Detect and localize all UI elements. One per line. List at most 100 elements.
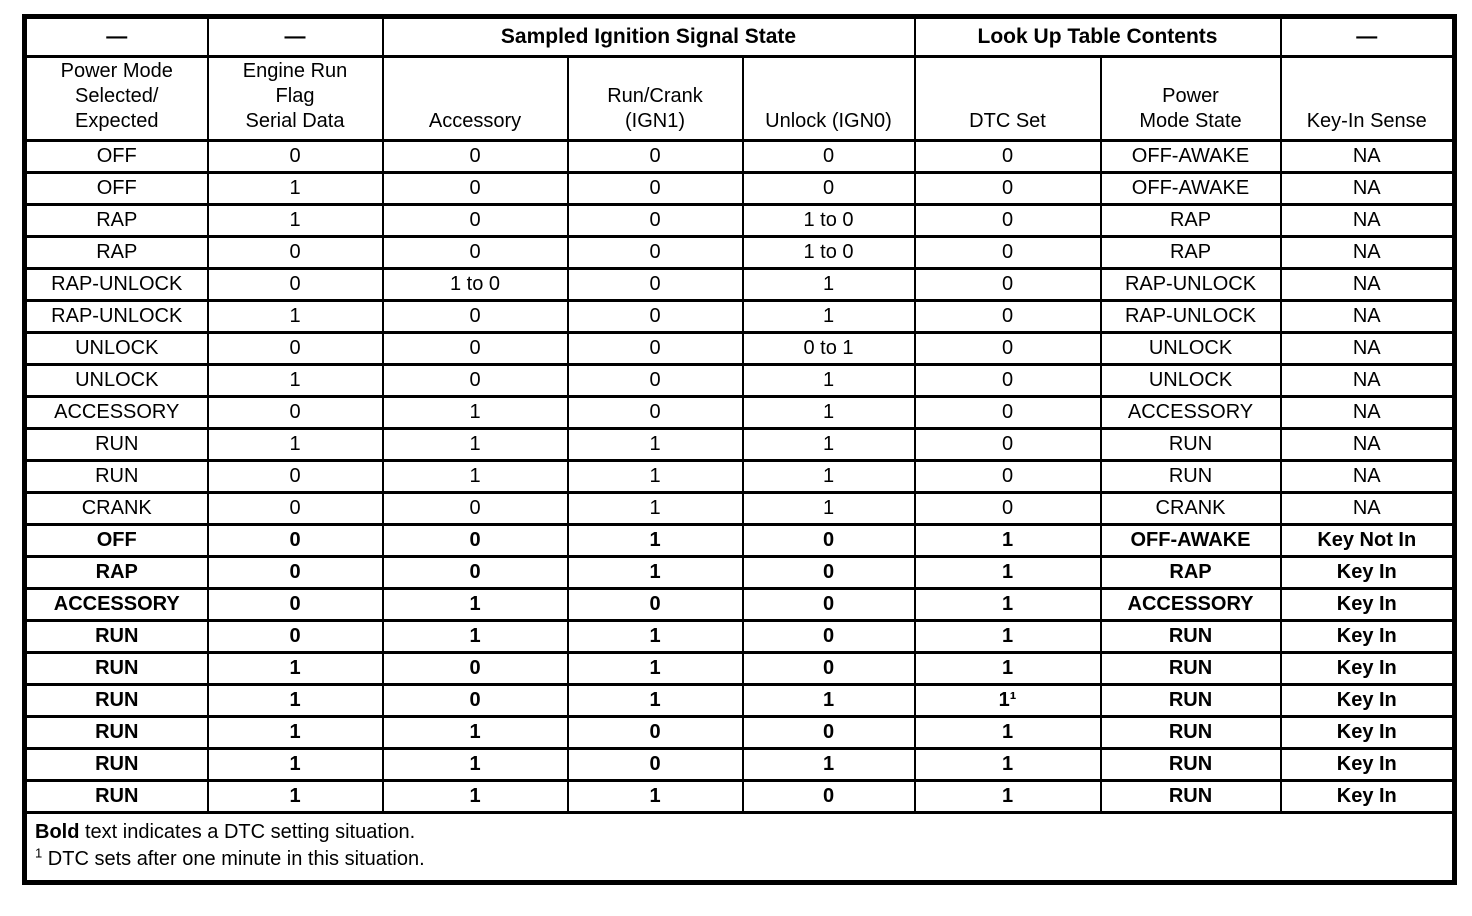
table-cell: 1 [381,715,569,750]
table-cell: 1 [913,747,1102,782]
table-row: RUN 1 1 1 0 1 RUN Key In [23,779,1456,814]
power-mode-table: — — Sampled Ignition Signal State Look U… [22,14,1458,885]
table-cell: 1 [381,587,569,622]
table-cell: 1 [741,299,916,334]
table-cell: RAP [1099,235,1282,270]
table-cell: 0 [741,555,916,590]
table-cell: 0 [566,299,744,334]
table-cell: 0 [566,203,744,238]
table-cell: 1 [206,203,384,238]
column-header-row: Power Mode Selected/ Expected Engine Run… [23,55,1456,142]
table-cell: NA [1279,139,1456,174]
table-cell: 1 [566,683,744,718]
table-cell: 0 [913,459,1102,494]
table-cell: 1 [741,683,916,718]
table-cell: RAP-UNLOCK [1099,267,1282,302]
table-cell: 0 [741,651,916,686]
table-cell: 0 [566,331,744,366]
table-cell: CRANK [1099,491,1282,526]
table-row: ACCESSORY 0 1 0 0 1 ACCESSORY Key In [23,587,1456,622]
table-cell: 0 [913,299,1102,334]
table-cell: 1 [741,747,916,782]
table-cell: RUN [1099,651,1282,686]
table-cell: 0 [913,331,1102,366]
table-cell: 1 [741,363,916,398]
table-cell: RAP [23,203,209,238]
table-cell: 0 [913,491,1102,526]
table-cell: 0 [741,587,916,622]
table-cell: CRANK [23,491,209,526]
table-cell: 0 [913,171,1102,206]
table-cell: 1 [381,747,569,782]
column-header-engine-run-flag: Engine Run Flag Serial Data [206,55,384,142]
table-cell: 0 [741,523,916,558]
table-row: RUN 1 1 0 1 1 RUN Key In [23,747,1456,782]
table-cell: 0 [206,459,384,494]
table-cell: NA [1279,363,1456,398]
table-cell: 1 [206,651,384,686]
table-cell: 1 [206,747,384,782]
table-cell: ACCESSORY [1099,587,1282,622]
table-cell: 1 [206,779,384,814]
table-body: OFF 0 0 0 0 0 OFF-AWAKE NA OFF 1 0 0 0 0 OFF-AWAKE NA RA… [23,139,1456,814]
table-row: RAP 1 0 0 1 to 0 0 RAP NA [23,203,1456,238]
table-cell: NA [1279,299,1456,334]
table-cell: 0 [566,267,744,302]
table-cell: 1 [206,363,384,398]
column-header-power-mode-selected: Power Mode Selected/ Expected [23,55,209,142]
table-cell: Key In [1279,779,1456,814]
footnote-cell: Bold text indicates a DTC setting situat… [23,811,1456,884]
table-cell: 0 [206,587,384,622]
table-row: OFF 0 0 1 0 1 OFF-AWAKE Key Not In [23,523,1456,558]
table-row: RUN 1 0 1 1 1¹ RUN Key In [23,683,1456,718]
table-cell: RUN [23,779,209,814]
table-row: RAP 0 0 1 0 1 RAP Key In [23,555,1456,590]
table-cell: 1 [206,715,384,750]
table-cell: 0 [741,171,916,206]
table-cell: 1 [913,715,1102,750]
table-cell: NA [1279,395,1456,430]
table-cell: 1 [381,427,569,462]
footnote-row: Bold text indicates a DTC setting situat… [23,811,1456,884]
table-cell: RUN [23,427,209,462]
table-row: RAP-UNLOCK 1 0 0 1 0 RAP-UNLOCK NA [23,299,1456,334]
table-cell: RAP-UNLOCK [1099,299,1282,334]
table-cell: 0 [566,587,744,622]
table-cell: ACCESSORY [1099,395,1282,430]
column-header-dtc-set: DTC Set [913,55,1102,142]
table-cell: 1 [741,459,916,494]
table-cell: OFF-AWAKE [1099,523,1282,558]
table-cell: 0 to 1 [741,331,916,366]
table-cell: Key In [1279,587,1456,622]
table-row: OFF 0 0 0 0 0 OFF-AWAKE NA [23,139,1456,174]
table-cell: Key In [1279,715,1456,750]
column-header-power-mode-state: Power Mode State [1099,55,1282,142]
table-cell: 0 [381,331,569,366]
table-cell: 0 [206,523,384,558]
table-cell: 1 [206,171,384,206]
table-cell: UNLOCK [23,363,209,398]
table-cell: 1 to 0 [381,267,569,302]
table-cell: 0 [741,619,916,654]
table-cell: 1 [566,427,744,462]
table-cell: 1 [381,779,569,814]
table-cell: OFF [23,523,209,558]
table-cell: Key Not In [1279,523,1456,558]
table-cell: 0 [381,171,569,206]
table-cell: RAP [23,235,209,270]
table-cell: NA [1279,331,1456,366]
table-cell: 1 [913,587,1102,622]
table-cell: 1 [741,427,916,462]
table-cell: Key In [1279,651,1456,686]
table-cell: 1 [913,651,1102,686]
table-cell: 1 [381,619,569,654]
table-cell: 1 [913,555,1102,590]
table-cell: RAP [1099,203,1282,238]
table-cell: 0 [741,779,916,814]
table-cell: 1 [566,523,744,558]
table-cell: 1 [206,683,384,718]
table-cell: 1 [741,267,916,302]
group-header-sampled-ignition: Sampled Ignition Signal State [381,15,916,58]
table-row: CRANK 0 0 1 1 0 CRANK NA [23,491,1456,526]
table-cell: OFF [23,171,209,206]
